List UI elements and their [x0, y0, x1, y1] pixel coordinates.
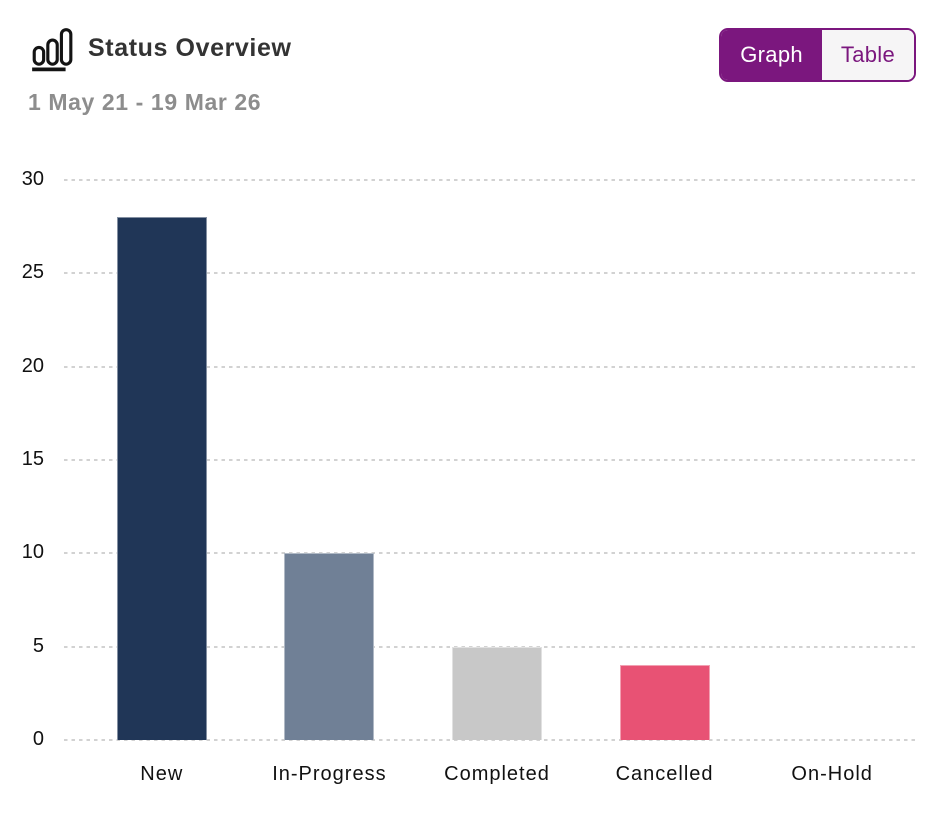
gridline-10: [64, 552, 915, 555]
table-toggle-button[interactable]: Table: [821, 30, 914, 80]
x-axis: New In-Progress Completed Cancelled On-Hold: [78, 763, 916, 786]
header: Status Overview Graph Table: [30, 24, 916, 82]
gridline-5: [64, 645, 915, 648]
x-axis-label-cancelled: Cancelled: [615, 763, 714, 785]
bar-column-cancelled: [581, 180, 749, 740]
x-axis-label-completed: Completed: [444, 763, 550, 785]
y-axis: 0 5 10 15 20 25 30: [0, 168, 44, 750]
bar-new[interactable]: [116, 217, 207, 740]
bar-cancelled[interactable]: [619, 665, 710, 740]
bar-in-progress[interactable]: [284, 553, 375, 740]
y-axis-tick-label-0: 0: [32, 728, 44, 751]
view-toggle: Graph Table: [719, 28, 916, 82]
bar-completed[interactable]: [451, 646, 542, 740]
bar-column-in-progress: [246, 180, 414, 740]
y-axis-tick-label-5: 5: [32, 634, 44, 657]
y-axis-tick-label-20: 20: [21, 354, 44, 377]
bar-chart-icon: [30, 26, 74, 72]
y-axis-tick-label-25: 25: [21, 261, 44, 284]
bar-column-new: [78, 180, 246, 740]
x-axis-label-on-hold: On-Hold: [791, 763, 873, 785]
title-group: Status Overview: [30, 24, 292, 72]
y-axis-tick-label-10: 10: [21, 541, 44, 564]
chart-plot-area: [64, 179, 915, 741]
gridline-20: [64, 365, 915, 368]
gridline-15: [64, 459, 915, 461]
y-axis-tick-label-15: 15: [21, 448, 44, 471]
y-axis-tick-label-30: 30: [21, 168, 44, 191]
bar-column-completed: [413, 180, 581, 740]
x-axis-label-new: New: [140, 763, 184, 785]
gridline-25: [64, 272, 915, 275]
bar-chart: [78, 180, 916, 740]
gridline-0: [64, 739, 915, 741]
gridline-30: [64, 179, 915, 181]
bar-column-on-hold: [748, 180, 916, 740]
graph-toggle-button[interactable]: Graph: [721, 30, 822, 80]
date-range-label: 1 May 21 - 19 Mar 26: [28, 89, 262, 115]
page-title: Status Overview: [88, 33, 292, 62]
x-axis-label-in-progress: In-Progress: [272, 763, 387, 785]
